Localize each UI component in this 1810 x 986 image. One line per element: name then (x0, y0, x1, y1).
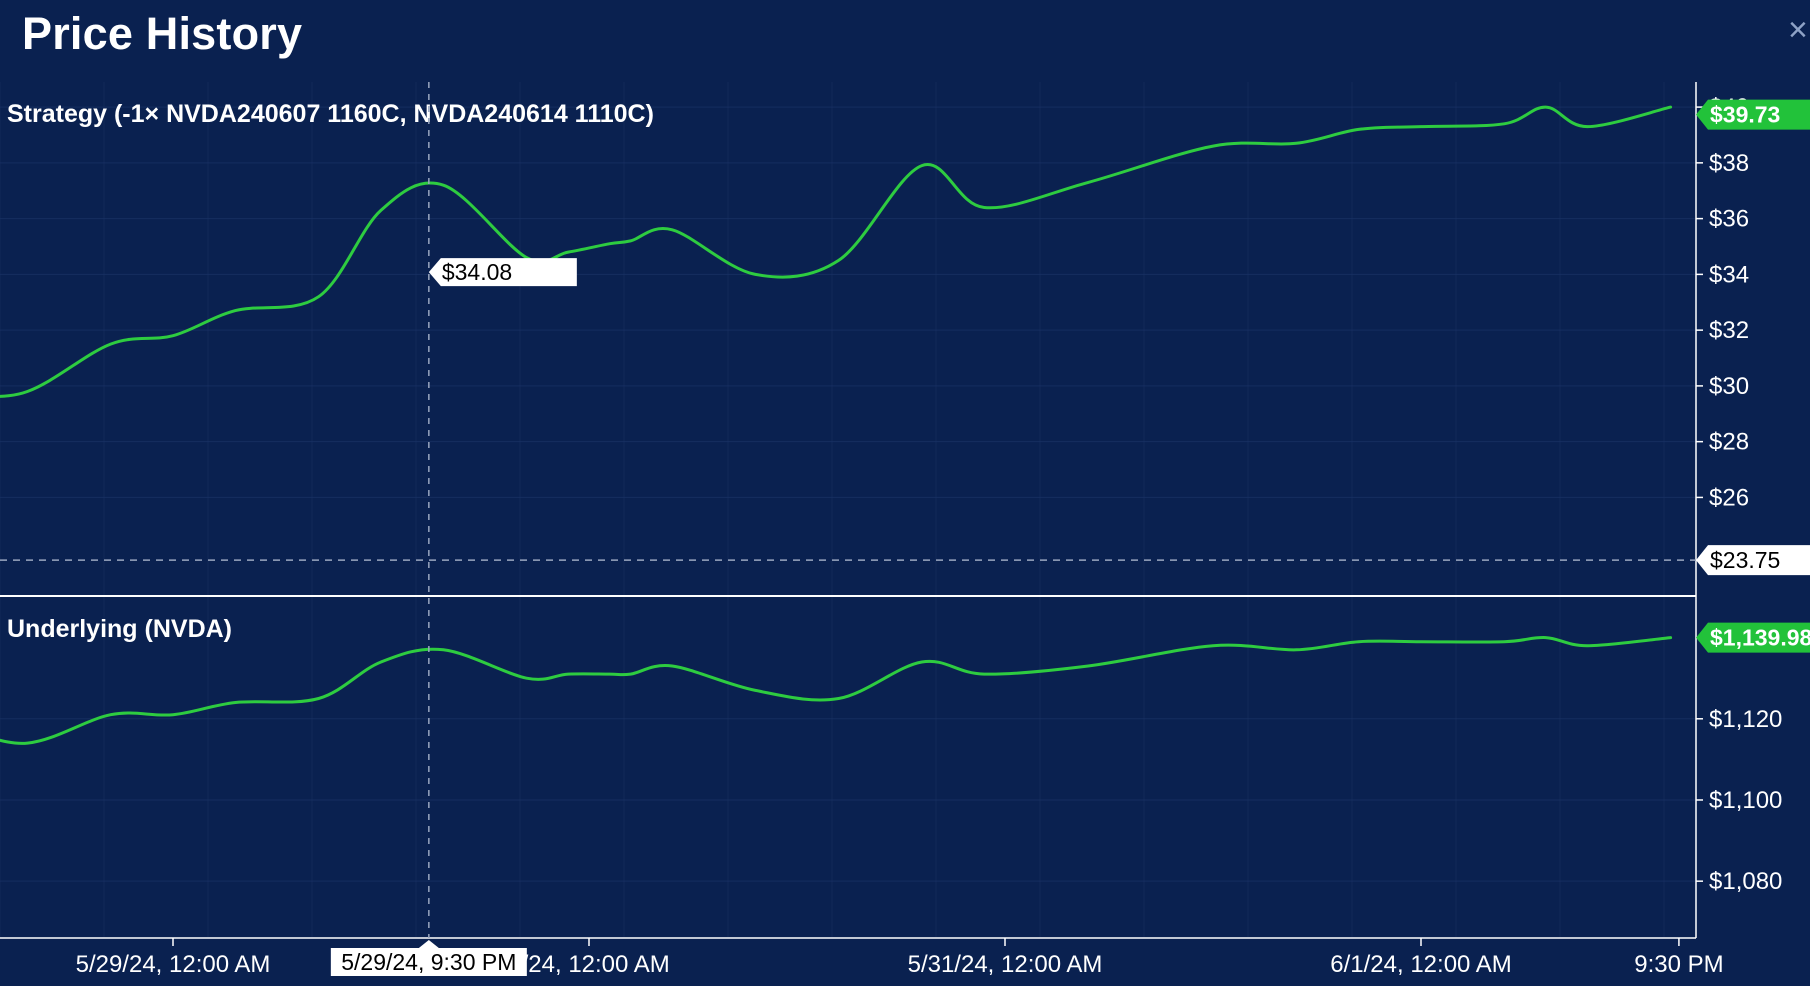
strategy-y-tick-label: $30 (1709, 373, 1749, 400)
underlying-panel-title: Underlying (NVDA) (7, 615, 232, 643)
page-title: Price History (22, 8, 303, 59)
strategy-y-tick-label: $38 (1709, 150, 1749, 177)
hover-value-label: $34.08 (442, 259, 512, 285)
strategy-current-value-badge-bg (1696, 99, 1810, 130)
underlying-current-value-badge: $1,139.98 (1696, 622, 1810, 653)
strategy-current-value-label: $39.73 (1710, 102, 1780, 128)
strategy-series-line (0, 105, 1673, 398)
hover-date-badge: 5/29/24, 9:30 PM (330, 940, 527, 976)
underlying-y-tick-label: $1,080 (1709, 868, 1782, 895)
overlay-layer: Strategy (-1× NVDA240607 1160C, NVDA2406… (0, 82, 1810, 976)
strategy-y-tick-label: $34 (1709, 261, 1749, 288)
underlying-current-value-label: $1,139.98 (1710, 625, 1810, 651)
reference-line-badge-bg (1696, 545, 1810, 576)
reference-line-label: $23.75 (1710, 547, 1780, 573)
hover-date-badge-bg (330, 940, 527, 976)
underlying-current-value-badge-bg (1696, 622, 1810, 653)
hover-value-callout: $34.08 (428, 258, 577, 287)
axis-layer: $26$28$30$32$34$36$38$40$1,080$1,100$1,1… (0, 82, 1782, 978)
underlying-y-tick-label: $1,120 (1709, 706, 1782, 733)
grid-layer (0, 82, 1696, 938)
reference-line-badge: $23.75 (1696, 545, 1810, 576)
x-tick-label: 5/29/24, 12:00 AM (76, 951, 271, 978)
x-tick-label: 5/31/24, 12:00 AM (908, 951, 1103, 978)
line-layer (0, 105, 1673, 745)
hover-date-label: 5/29/24, 9:30 PM (341, 949, 516, 975)
close-icon[interactable]: × (1788, 11, 1808, 49)
strategy-panel-title: Strategy (-1× NVDA240607 1160C, NVDA2406… (7, 100, 654, 128)
x-tick-label: 0/24, 12:00 AM (508, 951, 669, 978)
strategy-y-tick-label: $36 (1709, 206, 1749, 233)
hover-value-callout-bg (428, 258, 577, 287)
strategy-current-value-badge: $39.73 (1696, 99, 1810, 130)
x-tick-label: 6/1/24, 12:00 AM (1330, 951, 1511, 978)
x-tick-label: 9:30 PM (1634, 951, 1723, 978)
underlying-y-tick-label: $1,100 (1709, 787, 1782, 814)
header: Price History × (0, 0, 1810, 80)
strategy-y-tick-label: $26 (1709, 484, 1749, 511)
strategy-y-tick-label: $28 (1709, 429, 1749, 456)
strategy-y-tick-label: $32 (1709, 317, 1749, 344)
underlying-series-line (0, 636, 1673, 745)
